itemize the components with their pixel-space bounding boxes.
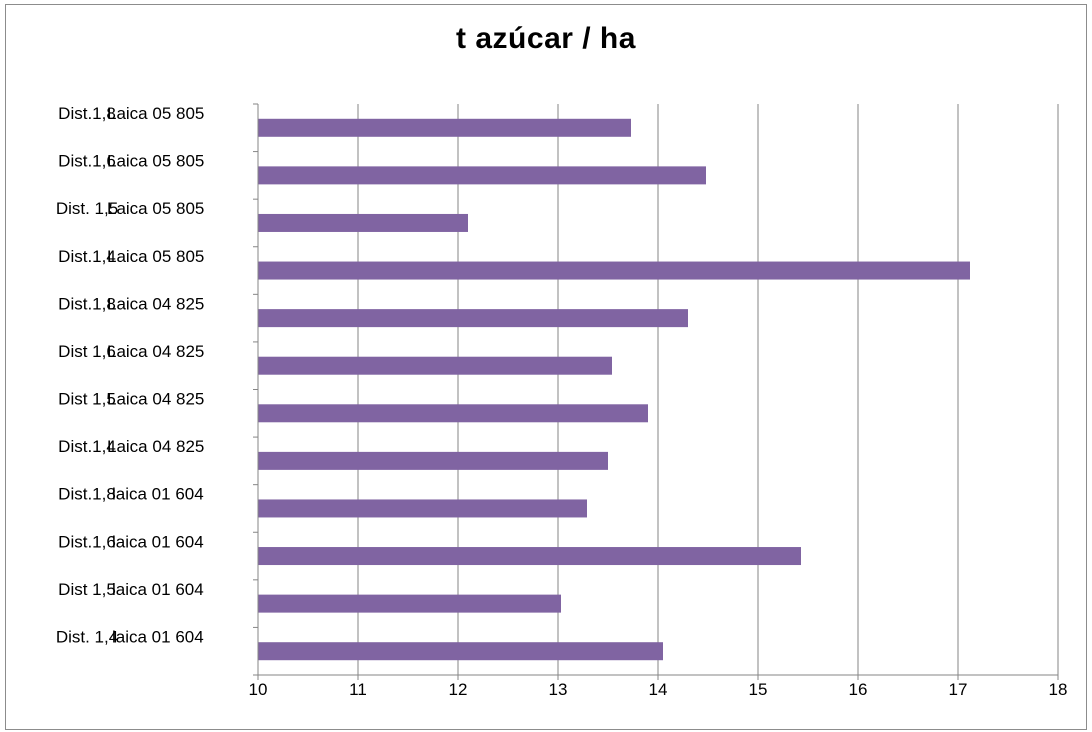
gridlines <box>357 104 1059 675</box>
category-label-variety: laica 01 604 <box>112 627 204 646</box>
category-label-distance: Dist.1,8 <box>58 104 116 123</box>
bar <box>258 547 801 566</box>
category-label-variety: laica 01 604 <box>112 532 204 551</box>
category-label-variety: Laica 04 825 <box>107 342 204 361</box>
category-label-variety: laica 01 604 <box>112 485 204 504</box>
x-tick-label: 11 <box>349 680 367 699</box>
category-label-distance: Dist 1,5 <box>58 390 116 409</box>
x-tick-label: 14 <box>649 680 668 699</box>
x-tick-label: 16 <box>849 680 868 699</box>
bar <box>258 118 631 137</box>
bars <box>258 118 970 661</box>
bar <box>258 261 970 280</box>
category-label-distance: Dist.1,8 <box>58 294 116 313</box>
category-label-distance: Dist.1,4 <box>58 247 116 266</box>
x-tick-label: 13 <box>549 680 568 699</box>
bar <box>258 404 648 423</box>
x-tick-label: 18 <box>1049 680 1068 699</box>
bar <box>258 499 587 518</box>
axes <box>253 103 1059 680</box>
category-label-distance: Dist 1,5 <box>58 580 116 599</box>
category-label-distance: Dist 1,6 <box>58 342 116 361</box>
category-label-variety: Laica 05 805 <box>107 152 204 171</box>
category-label-variety: Laica 04 825 <box>107 390 204 409</box>
bar <box>258 309 688 328</box>
category-label-distance: Dist.1,4 <box>58 437 116 456</box>
x-tick-labels: 10 11 12 13 14 15 16 17 18 <box>249 680 1068 699</box>
category-label-variety: Laica 04 825 <box>107 294 204 313</box>
x-tick-label: 12 <box>449 680 468 699</box>
category-label-variety: Laica 05 805 <box>107 247 204 266</box>
bar <box>258 642 663 661</box>
x-tick-label: 17 <box>949 680 968 699</box>
category-label-distance: Dist.1,6 <box>58 532 116 551</box>
bar <box>258 451 608 470</box>
x-tick-label: 10 <box>249 680 268 699</box>
chart-title: t azúcar / ha <box>456 22 636 55</box>
category-label-distance: Dist.1,8 <box>58 485 116 504</box>
category-label-variety: laica 01 604 <box>112 580 204 599</box>
bar <box>258 594 561 613</box>
category-label-distance: Dist. 1,5 <box>56 199 118 218</box>
x-tick-label: 15 <box>749 680 768 699</box>
bar <box>258 213 468 232</box>
category-label-distance: Dist.1,6 <box>58 152 116 171</box>
category-label-variety: Laica 05 805 <box>107 199 204 218</box>
bar <box>258 356 612 375</box>
category-label-variety: Laica 05 805 <box>107 104 204 123</box>
category-label-variety: Laica 04 825 <box>107 437 204 456</box>
bar <box>258 166 706 185</box>
category-label-distance: Dist. 1,4 <box>56 627 118 646</box>
